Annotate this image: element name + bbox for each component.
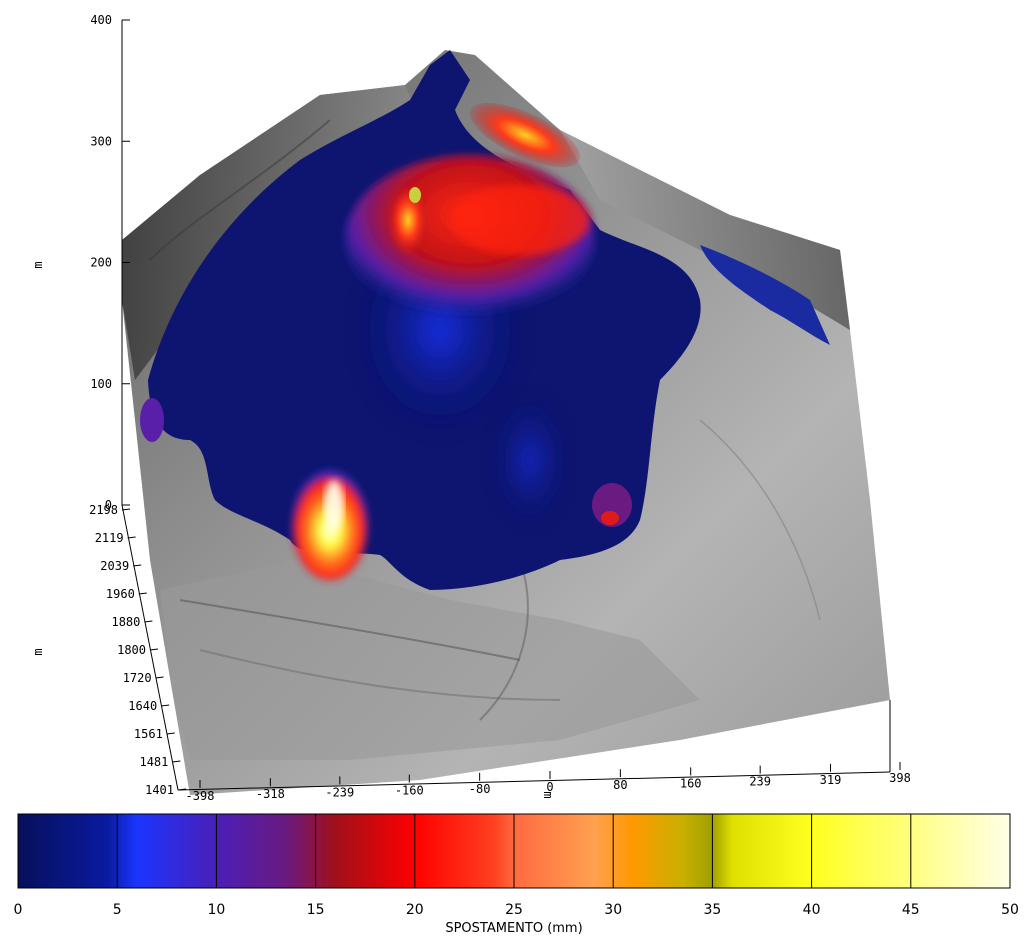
z-tick-label: 0 — [105, 498, 112, 512]
hotspot-lower-lobe-core — [324, 480, 344, 530]
x-axis-ticks: -398 -318 -239 -160 -80 0 80 160 239 319 398 — [186, 762, 911, 803]
terrain-3d-plot: 0 100 200 300 400 2198 2119 2039 1960 1880 1800 17… — [31, 13, 911, 803]
x-tick-label: 160 — [680, 776, 702, 790]
colorbar-tick-label: 40 — [803, 902, 821, 918]
y-tick-mark — [166, 732, 175, 735]
y-tick-label: 2119 — [95, 531, 124, 545]
x-tick-label: 0 — [546, 780, 553, 794]
x-tick-label: -80 — [469, 782, 491, 796]
colorbar-tick-label: 35 — [703, 902, 721, 918]
y-axis-ticks: 2198 2119 2039 1960 1880 1800 1720 1640 1561 1481… — [89, 503, 187, 797]
y-tick-label: 1960 — [106, 587, 135, 601]
hotspot-left-spot-core — [409, 187, 421, 203]
colorbar-tick-label: 15 — [307, 902, 325, 918]
hotspot-crown-core — [450, 185, 590, 255]
y-tick-mark — [133, 564, 142, 567]
z-tick-label: 300 — [90, 134, 112, 148]
hotspot-upper-rim — [469, 102, 581, 168]
colorbar-dividers — [116, 814, 912, 888]
x-tick-label: 80 — [613, 778, 627, 792]
colorbar-tick-label: 50 — [1001, 902, 1019, 918]
colorbar-tick-label: 10 — [207, 902, 225, 918]
z-axis-label: m — [31, 261, 45, 268]
y-tick-label: 1401 — [145, 783, 174, 797]
hotspot-left-spot — [388, 185, 428, 255]
y-tick-mark — [144, 620, 153, 623]
y-tick-mark — [149, 648, 159, 651]
colorbar-tick-label: 45 — [902, 902, 920, 918]
y-tick-label: 1800 — [117, 643, 146, 657]
colorbar-title: SPOSTAMENTO (mm) — [445, 921, 582, 936]
x-tick-label: 239 — [749, 775, 771, 789]
y-tick-label: 1481 — [139, 755, 168, 769]
y-tick-label: 1561 — [134, 727, 163, 741]
x-axis-label: m — [541, 791, 555, 798]
z-tick-label: 400 — [90, 13, 112, 27]
x-tick-label: 319 — [820, 773, 842, 787]
x-tick-label: 398 — [889, 771, 911, 785]
x-tick-label: -239 — [325, 785, 354, 799]
y-tick-mark — [121, 508, 131, 511]
colorbar-tick-label: 20 — [406, 902, 424, 918]
y-tick-label: 2198 — [89, 503, 118, 517]
y-axis-label: m — [31, 648, 45, 655]
y-axis-line — [121, 504, 179, 791]
y-tick-label: 1640 — [128, 699, 157, 713]
colorbar-tick-label: 0 — [14, 902, 23, 918]
colorbar-tick-label: 30 — [604, 902, 622, 918]
x-axis-line — [177, 771, 891, 791]
y-tick-label: 1720 — [123, 671, 152, 685]
colorbar-tick-label: 25 — [505, 902, 523, 918]
y-tick-label: 2039 — [100, 559, 129, 573]
y-tick-mark — [155, 676, 164, 679]
z-tick-label: 200 — [90, 256, 112, 270]
y-tick-mark — [172, 760, 181, 763]
x-tick-label: -318 — [256, 787, 285, 801]
colorbar-tick-label: 5 — [113, 902, 122, 918]
colorbar-ticks: 0 5 10 15 20 25 30 35 40 45 50 — [14, 902, 1019, 918]
y-tick-mark — [177, 788, 187, 791]
colorbar: 0 5 10 15 20 25 30 35 40 45 50 SPOSTAMENTO (mm) — [14, 813, 1019, 936]
y-tick-mark — [138, 592, 147, 595]
z-tick-label: 100 — [90, 377, 112, 391]
z-axis-ticks: 0 100 200 300 400 — [90, 13, 130, 512]
y-tick-mark — [161, 704, 170, 707]
x-tick-label: -398 — [186, 789, 215, 803]
x-tick-label: -160 — [395, 784, 424, 798]
hotspots — [292, 102, 595, 580]
y-tick-mark — [127, 536, 136, 539]
y-tick-label: 1880 — [111, 615, 140, 629]
